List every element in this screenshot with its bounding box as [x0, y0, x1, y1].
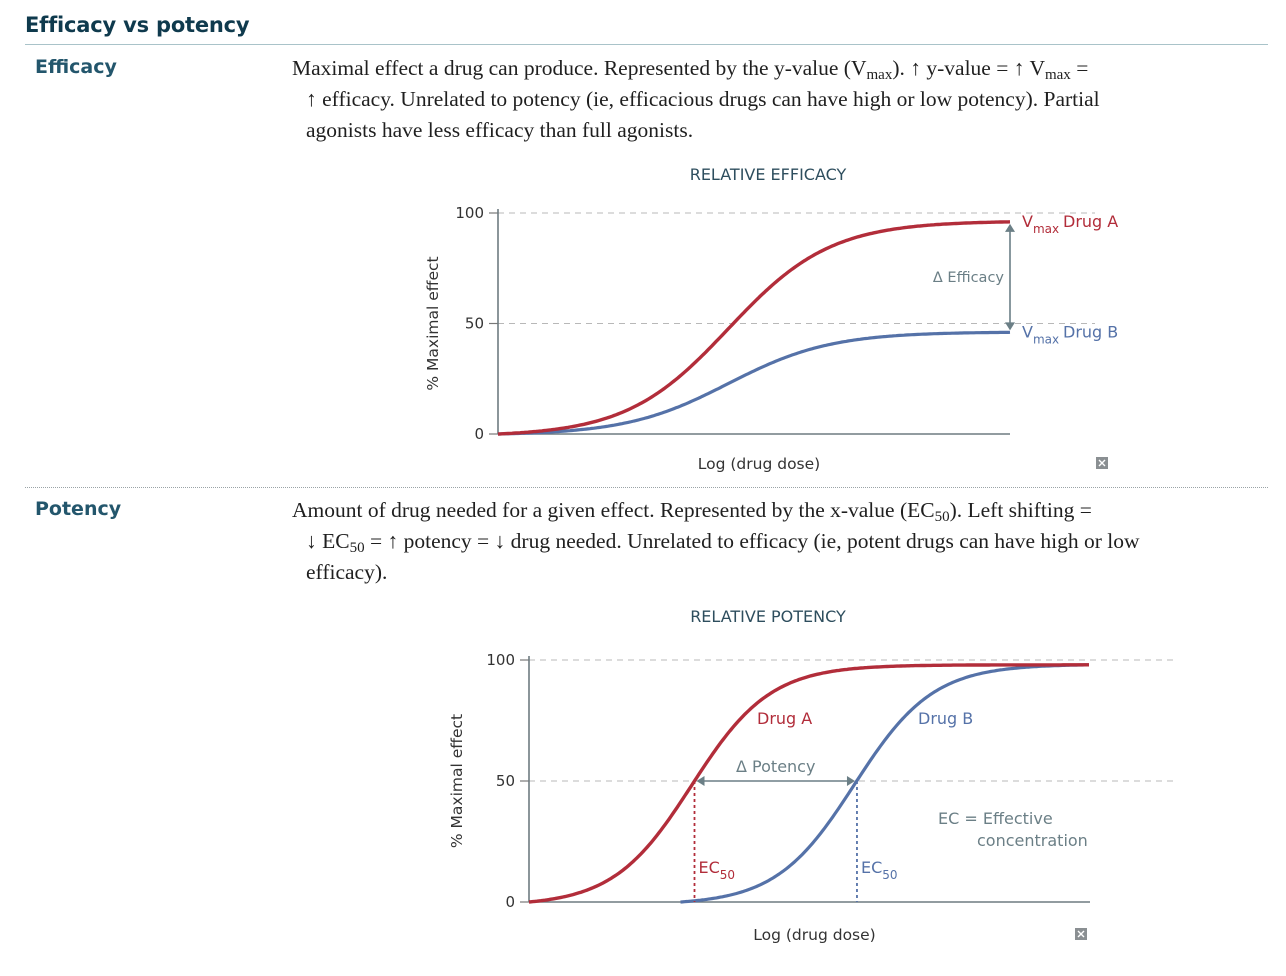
title-divider: [25, 44, 1268, 45]
vmax-drug-a-label: Vmax: [1022, 212, 1059, 236]
curve-drug-b: [680, 663, 1089, 904]
efficacy-line-1: Maximal effect a drug can produce. Repre…: [292, 56, 1089, 83]
potency-line-1: Amount of drug needed for a given effect…: [292, 498, 1092, 525]
delta-potency-label: Δ Potency: [736, 757, 815, 776]
ec50-drug-a-label: EC50: [699, 858, 736, 882]
efficacy-chart: RELATIVE EFFICACY 0 50 100 % Maximal effect L…: [424, 165, 1118, 473]
drug-b-label: Drug B: [918, 709, 973, 728]
y-tick-100: 100: [455, 204, 484, 222]
y-axis-label: % Maximal effect: [448, 714, 466, 848]
delta-potency-arrowhead-left: [696, 776, 705, 786]
vmax-drug-b-label: Vmax: [1022, 322, 1059, 346]
y-tick-0: 0: [474, 425, 484, 443]
potency-description: Amount of drug needed for a given effect…: [292, 495, 1252, 588]
ec50-drug-b-label: EC50: [861, 858, 898, 882]
delta-potency-arrowhead-right: [846, 776, 855, 786]
y-axis-label: % Maximal effect: [424, 256, 442, 390]
curve-drug-a: [497, 220, 1011, 436]
chart-title: RELATIVE POTENCY: [690, 607, 846, 626]
drug-b-label: Drug B: [1063, 322, 1118, 341]
ec-legend-line-2: concentration: [977, 831, 1088, 850]
figure-icon-mark: [1077, 930, 1085, 938]
x-axis-label: Log (drug dose): [698, 455, 820, 473]
section-divider: [25, 487, 1268, 488]
potency-line-3: efficacy).: [306, 560, 388, 584]
potency-line-2: ↓ EC50 = ↑ potency = ↓ drug needed. Unre…: [306, 529, 1140, 556]
chart-title: RELATIVE EFFICACY: [690, 165, 847, 184]
ec-legend-line-1: EC = Effective: [938, 809, 1053, 828]
efficacy-label: Efficacy: [35, 56, 117, 78]
page-title: Efficacy vs potency: [25, 13, 250, 37]
delta-efficacy-arrowhead-bottom: [1005, 322, 1015, 331]
y-tick-0: 0: [505, 893, 515, 911]
efficacy-description: Maximal effect a drug can produce. Repre…: [292, 53, 1252, 146]
y-tick-50: 50: [496, 772, 515, 790]
figure-icon-mark: [1098, 459, 1106, 467]
efficacy-line-2: ↑ efficacy. Unrelated to potency (ie, ef…: [306, 87, 1100, 111]
delta-efficacy-arrowhead-top: [1005, 223, 1015, 232]
y-tick-50: 50: [465, 315, 484, 333]
efficacy-line-3: agonists have less efficacy than full ag…: [306, 118, 694, 142]
drug-a-label: Drug A: [757, 709, 812, 728]
x-axis-label: Log (drug dose): [753, 926, 875, 944]
curve-drug-a: [528, 663, 1089, 904]
potency-label: Potency: [35, 498, 122, 520]
delta-efficacy-label: Δ Efficacy: [933, 270, 1005, 286]
potency-chart: RELATIVE POTENCY 0 50 100 % Maximal effect Lo…: [448, 607, 1175, 944]
drug-a-label: Drug A: [1063, 212, 1118, 231]
curve-drug-b: [498, 330, 1011, 436]
y-tick-100: 100: [486, 651, 515, 669]
